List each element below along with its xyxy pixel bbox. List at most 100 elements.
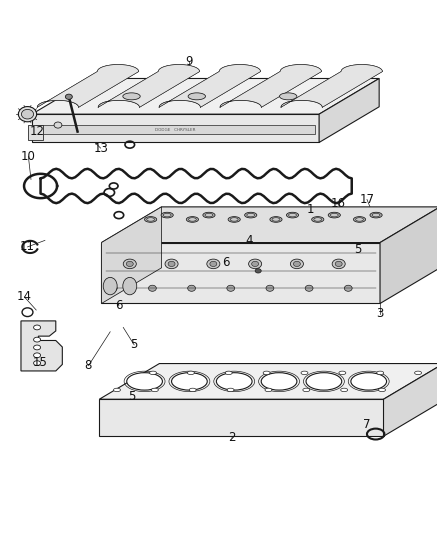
Ellipse shape <box>123 259 136 269</box>
Polygon shape <box>21 321 62 371</box>
Ellipse shape <box>113 388 120 392</box>
Text: 6: 6 <box>222 256 229 269</box>
Ellipse shape <box>172 373 207 390</box>
Text: 2: 2 <box>228 431 236 443</box>
Polygon shape <box>28 125 43 140</box>
Ellipse shape <box>227 285 235 292</box>
Ellipse shape <box>341 388 348 392</box>
Polygon shape <box>102 207 162 303</box>
Polygon shape <box>102 207 438 243</box>
Ellipse shape <box>344 285 352 292</box>
Ellipse shape <box>265 388 272 392</box>
Polygon shape <box>32 78 379 114</box>
Ellipse shape <box>34 353 41 358</box>
Ellipse shape <box>123 277 137 295</box>
Ellipse shape <box>314 217 321 221</box>
Text: 1: 1 <box>307 203 314 215</box>
Text: 9: 9 <box>185 54 192 68</box>
Ellipse shape <box>339 371 346 375</box>
Text: 15: 15 <box>32 356 47 369</box>
Ellipse shape <box>330 213 338 217</box>
Polygon shape <box>363 228 397 243</box>
Ellipse shape <box>34 325 41 330</box>
Ellipse shape <box>189 388 196 392</box>
Ellipse shape <box>335 261 342 266</box>
Ellipse shape <box>266 285 274 292</box>
Ellipse shape <box>188 217 196 221</box>
Text: 5: 5 <box>128 390 136 403</box>
Ellipse shape <box>110 285 117 292</box>
Ellipse shape <box>247 213 254 217</box>
Ellipse shape <box>230 217 238 221</box>
Ellipse shape <box>312 216 324 222</box>
Ellipse shape <box>203 212 215 218</box>
Ellipse shape <box>126 261 133 266</box>
Text: 17: 17 <box>360 193 374 206</box>
Ellipse shape <box>332 259 345 269</box>
Polygon shape <box>99 364 438 399</box>
Text: 11: 11 <box>20 240 35 253</box>
Polygon shape <box>99 399 384 436</box>
Ellipse shape <box>187 371 194 375</box>
Text: 14: 14 <box>17 290 32 303</box>
Ellipse shape <box>205 213 213 217</box>
Ellipse shape <box>255 269 261 273</box>
Ellipse shape <box>54 122 62 128</box>
Ellipse shape <box>293 261 300 266</box>
Ellipse shape <box>356 217 364 221</box>
Ellipse shape <box>289 213 297 217</box>
Ellipse shape <box>378 388 385 392</box>
Ellipse shape <box>306 373 342 390</box>
Ellipse shape <box>263 371 270 375</box>
Ellipse shape <box>377 371 384 375</box>
Ellipse shape <box>186 216 198 222</box>
Ellipse shape <box>152 388 158 392</box>
Ellipse shape <box>187 285 195 292</box>
Text: 4: 4 <box>246 234 253 247</box>
Ellipse shape <box>34 361 41 366</box>
Polygon shape <box>36 125 315 134</box>
Ellipse shape <box>188 93 205 100</box>
Ellipse shape <box>328 212 340 218</box>
Ellipse shape <box>127 373 162 390</box>
Ellipse shape <box>351 373 387 390</box>
Ellipse shape <box>18 107 37 122</box>
Polygon shape <box>32 114 319 142</box>
Text: 5: 5 <box>131 338 138 351</box>
Ellipse shape <box>286 212 299 218</box>
Ellipse shape <box>353 216 366 222</box>
Polygon shape <box>380 207 438 303</box>
Ellipse shape <box>65 94 72 99</box>
Ellipse shape <box>161 212 173 218</box>
Ellipse shape <box>272 217 280 221</box>
Ellipse shape <box>147 217 155 221</box>
Ellipse shape <box>279 93 297 100</box>
Text: 5: 5 <box>355 243 362 256</box>
Ellipse shape <box>34 337 41 342</box>
Polygon shape <box>281 64 382 107</box>
Polygon shape <box>384 364 438 436</box>
Ellipse shape <box>103 277 117 295</box>
Text: 6: 6 <box>115 299 123 312</box>
Ellipse shape <box>227 388 234 392</box>
Polygon shape <box>220 64 321 107</box>
Ellipse shape <box>370 212 382 218</box>
Ellipse shape <box>249 259 261 269</box>
Ellipse shape <box>148 285 156 292</box>
Ellipse shape <box>245 212 257 218</box>
Text: 3: 3 <box>376 307 384 320</box>
Ellipse shape <box>252 261 258 266</box>
Ellipse shape <box>145 216 157 222</box>
Ellipse shape <box>372 213 380 217</box>
Ellipse shape <box>34 345 41 350</box>
Text: 10: 10 <box>21 150 36 163</box>
Ellipse shape <box>303 388 310 392</box>
Ellipse shape <box>123 93 140 100</box>
Polygon shape <box>319 78 379 142</box>
Text: 12: 12 <box>30 125 45 138</box>
Text: 13: 13 <box>93 142 108 155</box>
Ellipse shape <box>301 371 308 375</box>
Ellipse shape <box>290 259 304 269</box>
Ellipse shape <box>368 233 373 237</box>
Ellipse shape <box>270 216 282 222</box>
